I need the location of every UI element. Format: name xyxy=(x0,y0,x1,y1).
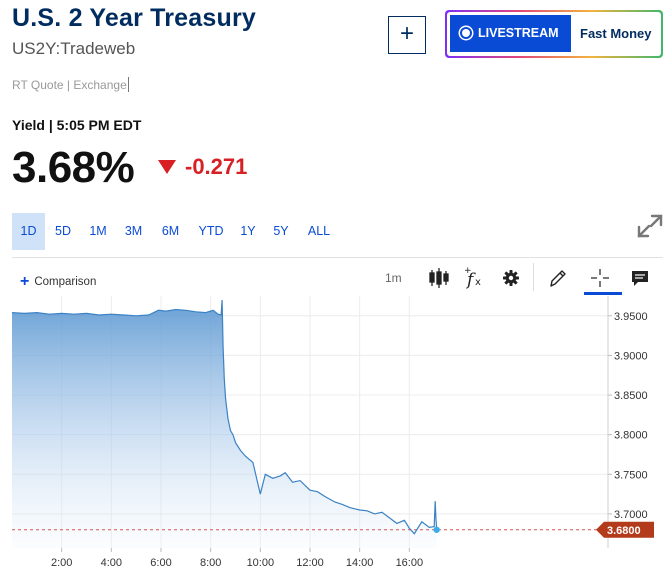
crosshair-icon[interactable] xyxy=(589,266,611,290)
comparison-button[interactable]: + Comparison xyxy=(20,273,96,291)
tab-range-1d[interactable]: 1D xyxy=(12,213,45,250)
price-change: -0.271 xyxy=(185,154,248,179)
x-tick-label: 4:00 xyxy=(101,557,122,569)
y-tick-label: 3.8500 xyxy=(614,390,648,402)
x-tick-label: 8:00 xyxy=(200,557,221,569)
comment-icon[interactable] xyxy=(629,266,651,290)
tab-range-1y[interactable]: 1Y xyxy=(240,224,256,238)
x-tick-label: 14:00 xyxy=(346,557,374,569)
expand-icon[interactable] xyxy=(636,212,664,240)
crosshair-active-indicator xyxy=(584,292,622,295)
last-value-tag: 3.6800 xyxy=(596,521,654,538)
text-caret xyxy=(127,77,129,92)
svg-text:+: + xyxy=(464,266,472,276)
y-tick-labels: 3.9500 3.9000 3.8500 3.8000 3.7500 3.7000 xyxy=(614,311,648,521)
page-title: U.S. 2 Year Treasury xyxy=(12,4,256,32)
series-line xyxy=(11,299,438,535)
tab-range-ytd[interactable]: YTD xyxy=(198,224,224,238)
x-tick-label: 10:00 xyxy=(247,557,275,569)
y-tick-label: 3.7000 xyxy=(614,509,648,521)
x-tick-labels: 2:00 4:00 6:00 8:00 10:00 12:00 14:00 16:00 xyxy=(51,557,423,569)
add-to-watchlist-button[interactable]: + xyxy=(388,16,426,54)
plus-icon: + xyxy=(20,273,30,290)
last-value-label: 3.6800 xyxy=(607,525,641,537)
symbol-label: US2Y:Tradeweb xyxy=(12,39,136,58)
price-chart[interactable]: 3.9500 3.9000 3.8500 3.8000 3.7500 3.7000 2:0… xyxy=(0,296,670,570)
livestream-promo-inner: LIVESTREAM Fast Money xyxy=(447,12,661,56)
live-dot-icon xyxy=(462,29,470,37)
settings-icon[interactable] xyxy=(500,266,522,290)
svg-text:x: x xyxy=(475,277,481,288)
y-tick-label: 3.9500 xyxy=(614,311,648,323)
y-tick-label: 3.9000 xyxy=(614,350,648,362)
fast-money-link[interactable]: Fast Money xyxy=(580,26,652,41)
rt-quote-text: RT Quote | Exchange xyxy=(12,78,127,92)
divider xyxy=(12,257,663,258)
livestream-button[interactable]: LIVESTREAM xyxy=(450,15,571,52)
x-tick-label: 12:00 xyxy=(296,557,324,569)
last-point-marker xyxy=(433,526,440,533)
y-tick-label: 3.8000 xyxy=(614,430,648,442)
down-arrow-icon xyxy=(158,160,176,174)
svg-text:f: f xyxy=(465,270,476,290)
tab-range-all[interactable]: ALL xyxy=(307,224,331,238)
series-area xyxy=(12,300,437,548)
comparison-label: Comparison xyxy=(34,276,97,288)
x-tick-label: 2:00 xyxy=(51,557,72,569)
livestream-promo: LIVESTREAM Fast Money xyxy=(445,10,663,58)
last-price: 3.68% xyxy=(12,143,135,192)
y-tick-label: 3.7500 xyxy=(614,469,648,481)
pencil-icon[interactable] xyxy=(546,266,568,290)
x-tick-label: 16:00 xyxy=(396,557,424,569)
tab-range-5d[interactable]: 5D xyxy=(55,224,71,238)
last-value-tag-shape xyxy=(596,521,654,538)
toolbar-separator xyxy=(533,263,534,291)
candlestick-icon[interactable] xyxy=(428,266,450,290)
tab-range-1m[interactable]: 1M xyxy=(89,224,107,238)
tab-range-3m[interactable]: 3M xyxy=(124,224,143,238)
tab-range-5y[interactable]: 5Y xyxy=(273,224,289,238)
function-icon[interactable]: + f x xyxy=(463,266,485,290)
yield-time-label: Yield | 5:05 PM EDT xyxy=(12,117,142,133)
tab-range-6m[interactable]: 6M xyxy=(161,224,180,238)
livestream-label: LIVESTREAM xyxy=(478,26,559,40)
interval-selector[interactable]: 1m xyxy=(385,271,402,285)
x-tick-label: 6:00 xyxy=(150,557,171,569)
rt-quote-label: RT Quote | Exchange xyxy=(12,77,129,92)
